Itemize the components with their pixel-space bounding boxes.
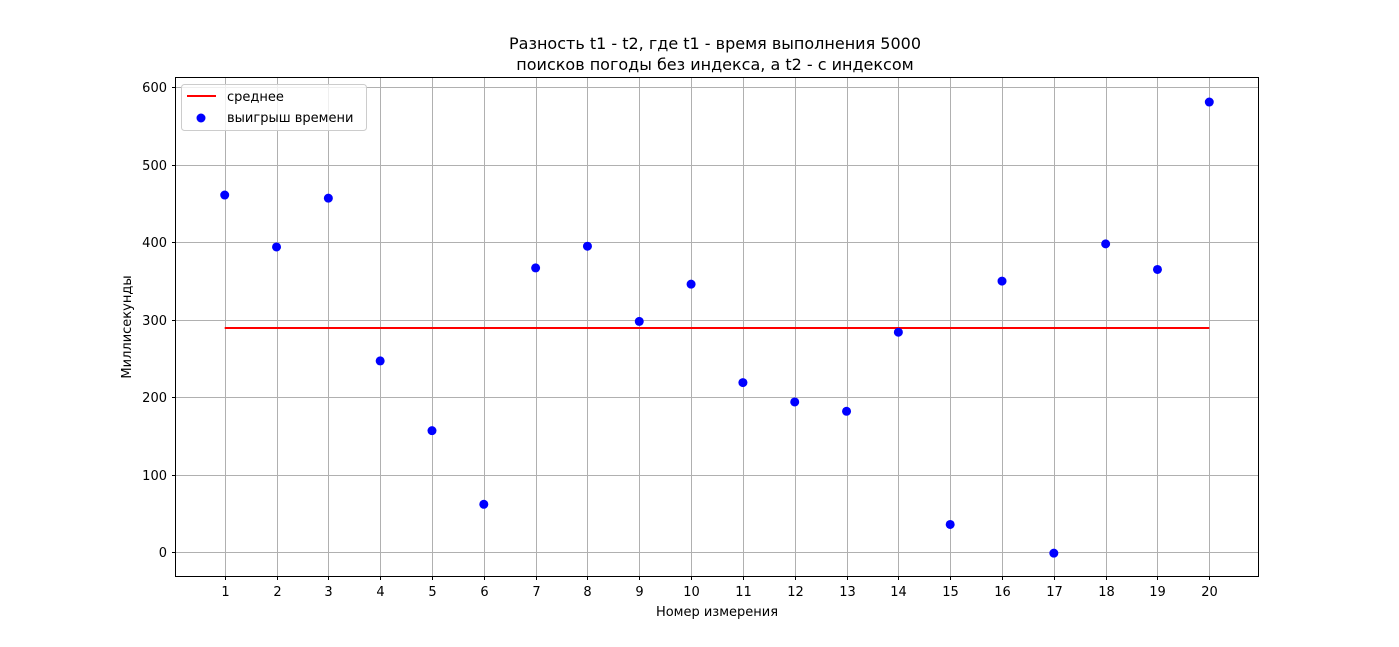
data-point (1101, 239, 1111, 249)
x-tick-label: 16 (994, 585, 1011, 600)
y-tick-label: 500 (142, 159, 167, 174)
y-tick-label: 200 (142, 391, 167, 406)
y-tick-label: 300 (142, 314, 167, 329)
data-point (945, 519, 955, 529)
legend-label-time-gain: выигрыш времени (227, 111, 353, 126)
data-point (842, 406, 852, 416)
chart-title-line-2: поисков погоды без индекса, а t2 - с инд… (516, 55, 913, 74)
x-tick-label: 19 (1149, 585, 1166, 600)
data-point (582, 241, 592, 251)
chart-title-line-1: Разность t1 - t2, где t1 - время выполне… (509, 34, 921, 53)
data-point (427, 426, 437, 436)
y-axis-label: Миллисекунды (120, 275, 135, 378)
x-tick-label: 9 (635, 585, 643, 600)
x-tick-label: 11 (735, 585, 752, 600)
x-tick-label: 18 (1098, 585, 1115, 600)
plot-series (220, 97, 1214, 558)
x-tick-label: 20 (1201, 585, 1218, 600)
x-tick-label: 2 (273, 585, 281, 600)
axis-ticks: 1 2 3 4 5 6 7 8 9 10 11 12 13 14 15 16 17 18 19 20010020030… (142, 81, 1218, 600)
plot-frame (175, 77, 1259, 577)
x-tick-label: 4 (376, 585, 384, 600)
data-point (1049, 548, 1059, 558)
legend: среднее выигрыш времени (181, 84, 367, 131)
y-tick-label: 600 (142, 81, 167, 96)
data-point (531, 263, 541, 273)
x-tick-label: 14 (890, 585, 907, 600)
x-tick-label: 13 (839, 585, 856, 600)
data-point (1204, 97, 1214, 107)
x-tick-label: 15 (942, 585, 959, 600)
y-tick-label: 0 (159, 546, 167, 561)
x-tick-label: 3 (324, 585, 332, 600)
x-tick-label: 8 (583, 585, 591, 600)
legend-label-mean: среднее (227, 90, 284, 105)
y-tick-label: 400 (142, 236, 167, 251)
data-point (634, 316, 644, 326)
data-point (997, 276, 1007, 286)
data-point (272, 242, 282, 252)
data-point (479, 499, 489, 509)
data-point (790, 397, 800, 407)
y-tick-label: 100 (142, 469, 167, 484)
data-point (893, 327, 903, 337)
data-point (375, 356, 385, 366)
x-tick-label: 12 (787, 585, 804, 600)
data-point (323, 193, 333, 203)
x-tick-label: 10 (683, 585, 700, 600)
data-point (738, 378, 748, 388)
x-tick-label: 6 (480, 585, 488, 600)
x-axis-label: Номер измерения (656, 605, 778, 620)
x-tick-label: 7 (532, 585, 540, 600)
data-point (220, 190, 230, 200)
legend-swatch-time-gain (196, 113, 206, 123)
data-point (1152, 264, 1162, 274)
data-point (686, 279, 696, 289)
x-tick-label: 17 (1046, 585, 1063, 600)
x-tick-label: 1 (221, 585, 229, 600)
x-tick-label: 5 (428, 585, 436, 600)
legend-box (181, 84, 367, 131)
